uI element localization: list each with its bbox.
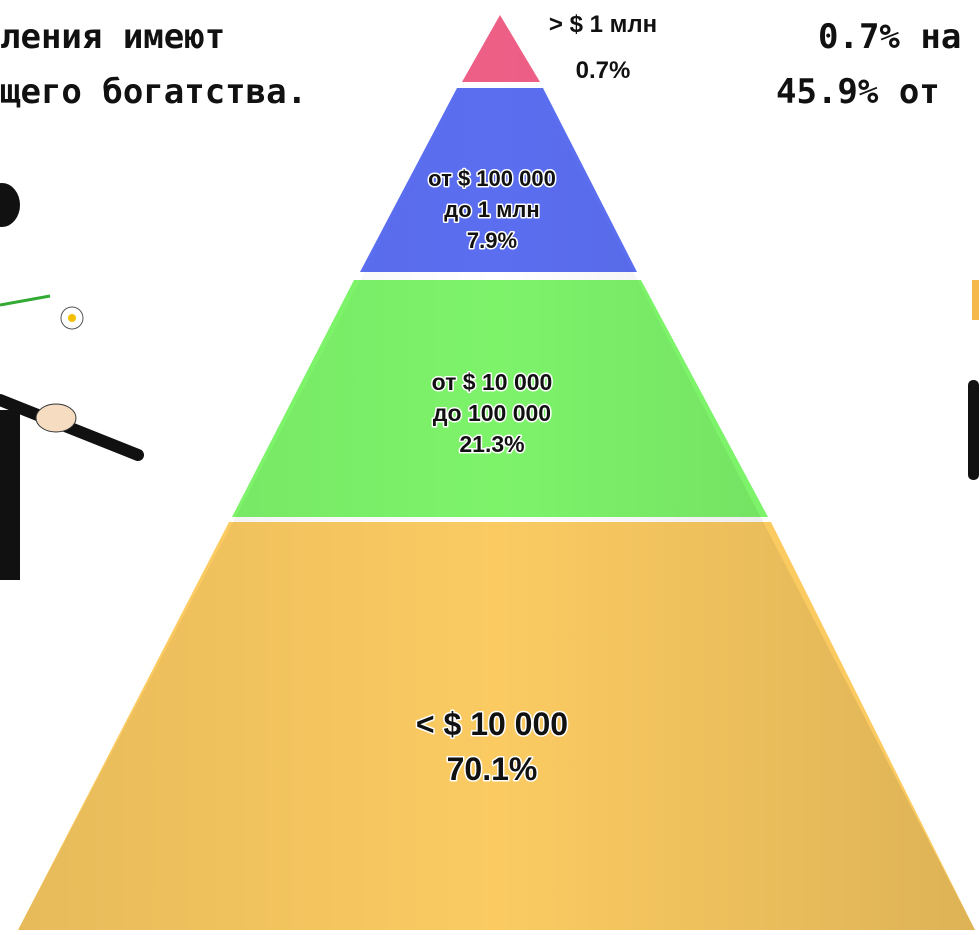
tier-label: до 1 млн bbox=[444, 197, 539, 222]
tier-label: 0.7% bbox=[576, 57, 631, 84]
cartoon-left bbox=[0, 183, 138, 580]
tier-label: 70.1% bbox=[447, 751, 538, 787]
tier-label: до 100 000 bbox=[433, 400, 551, 426]
cartoon-right bbox=[968, 280, 979, 480]
tier-label: от $ 100 000 bbox=[428, 166, 556, 191]
header-right-line: 0.7% на bbox=[818, 17, 961, 57]
header-left-line: щего богатства. bbox=[0, 72, 307, 112]
pyramid-shade bbox=[18, 15, 975, 930]
header-left-line: ления имеют bbox=[0, 17, 225, 57]
tier-label: > $ 1 млн bbox=[549, 11, 657, 38]
header-right-line: 45.9% от bbox=[776, 72, 940, 112]
infographic: ления имеют щего богатства. 0.7% на 45.9… bbox=[0, 0, 979, 935]
tier-label: 21.3% bbox=[459, 431, 524, 457]
tier-label: от $ 10 000 bbox=[432, 369, 553, 395]
tier-label: 7.9% bbox=[467, 228, 517, 253]
tier-label: < $ 10 000 bbox=[416, 706, 568, 742]
